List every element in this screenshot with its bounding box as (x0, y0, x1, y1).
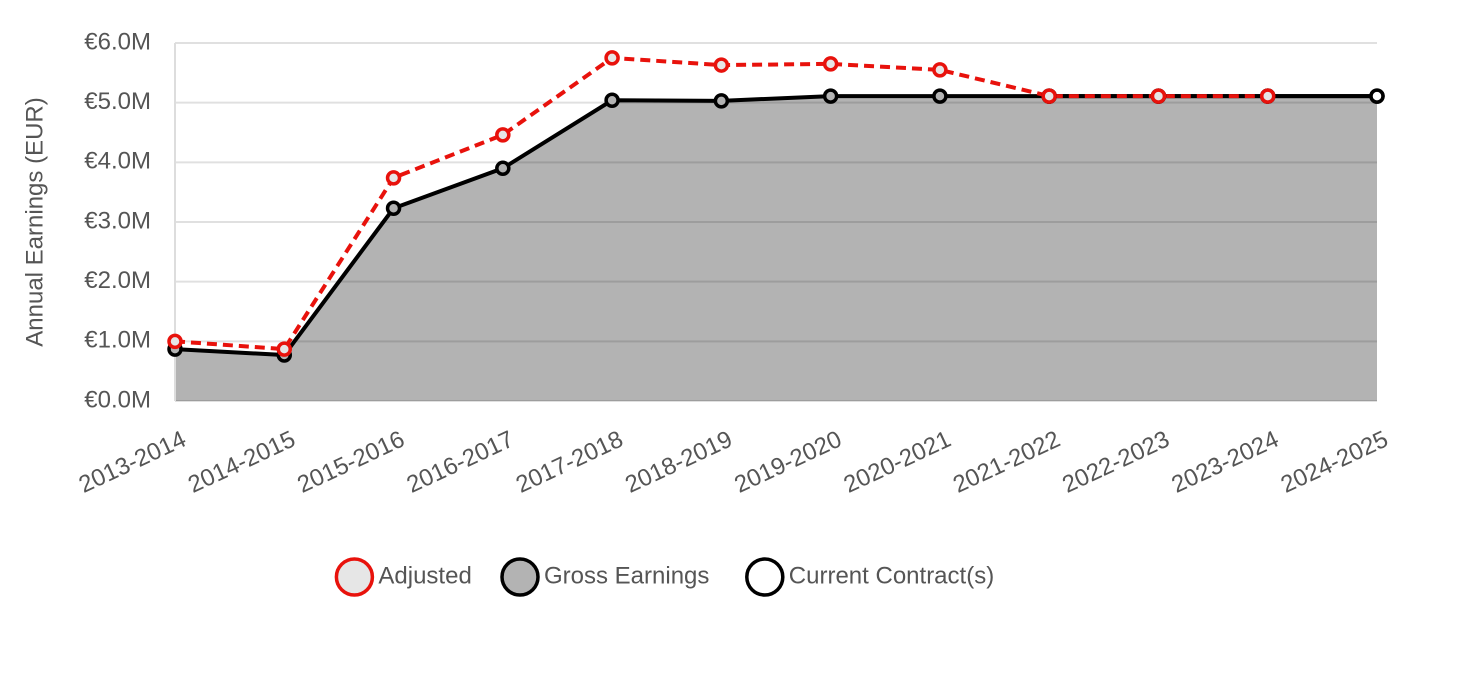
point (385, 200, 402, 217)
legend-label: Gross Earnings (544, 562, 709, 589)
x-tick-label: 2022-2023 (1058, 426, 1173, 499)
legend-swatch (745, 557, 785, 597)
point (604, 50, 620, 66)
y-tick-label: €4.0M (84, 148, 151, 175)
x-tick-label: 2014-2015 (184, 426, 299, 499)
x-tick-label: 2013-2014 (75, 426, 190, 499)
legend-swatch (334, 557, 375, 597)
x-tick-label: 2023-2024 (1168, 426, 1283, 499)
point (385, 170, 402, 186)
y-tick-label: €2.0M (84, 267, 151, 294)
point (713, 93, 730, 109)
point (932, 88, 948, 104)
y-tick-label: €1.0M (84, 327, 151, 354)
x-tick-label: 2016-2017 (403, 426, 518, 499)
point (713, 57, 730, 73)
x-tick-label: 2018-2019 (621, 426, 736, 499)
point (1150, 88, 1167, 104)
point (495, 160, 511, 177)
point (1041, 88, 1057, 104)
y-tick-label: €0.0M (84, 386, 151, 413)
point (822, 56, 839, 72)
x-tick-label: 2019-2020 (730, 426, 845, 499)
legend-label: Current Contract(s) (789, 562, 994, 589)
y-tick-label: €3.0M (84, 207, 151, 234)
x-tick-label: 2021-2022 (949, 426, 1064, 499)
point (167, 333, 183, 350)
legend-swatch (500, 557, 540, 597)
x-tick-label: 2015-2016 (293, 426, 408, 499)
legend-label: Adjusted (378, 562, 471, 589)
point (822, 88, 839, 104)
point (495, 127, 511, 143)
point (1259, 88, 1276, 104)
point (276, 341, 293, 357)
y-tick-label: €5.0M (84, 88, 151, 115)
y-axis-label: Annual Earnings (EUR) (21, 97, 48, 346)
x-tick-label: 2020-2021 (840, 426, 955, 499)
area (175, 96, 1377, 401)
point (1369, 88, 1385, 104)
point (604, 92, 620, 109)
point (932, 62, 948, 78)
x-tick-label: 2017-2018 (512, 426, 627, 499)
x-tick-label: 2024-2025 (1277, 426, 1392, 499)
y-tick-label: €6.0M (84, 28, 151, 55)
